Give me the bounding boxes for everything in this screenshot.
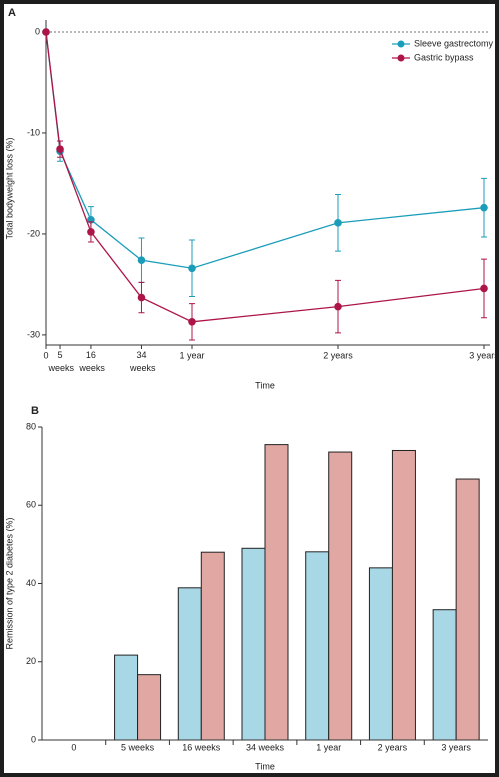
bar [200,551,225,741]
legend-marker [397,40,405,48]
x-tick-label: 3 years [441,742,471,752]
data-point [56,145,64,153]
legend-marker [397,54,405,62]
bar [432,609,457,741]
bar [455,478,480,741]
x-tick-label: 3 years [469,350,499,360]
bar [391,449,416,741]
data-point [480,284,488,293]
bar [177,587,202,741]
y-tick-label: -30 [27,329,40,339]
panel-label: B [31,405,39,417]
data-point [480,203,488,212]
y-tick-label: -20 [27,228,40,238]
x-tick-label: 5 weeks [121,742,155,752]
y-axis-label: Total bodyweight loss (%) [4,137,14,239]
x-tick-label: 1 year [316,742,341,752]
bar [241,547,266,741]
x-tick-label: 16 weeks [77,350,106,373]
data-point [188,264,196,273]
y-tick-label: 20 [26,656,36,666]
data-point [42,28,50,36]
x-tick-label: 34 weeks [127,350,156,373]
x-tick-label: 1 year [179,350,204,360]
bar [328,451,353,741]
x-tick-label: 2 years [323,350,353,360]
x-tick-label: 2 years [378,742,408,752]
y-axis-label: Remission of type 2 diabetes (%) [4,517,14,649]
y-tick-label: 60 [26,500,36,510]
data-point [137,293,146,302]
data-point [334,219,342,227]
data-point [188,317,196,326]
data-point [137,256,146,264]
x-tick-label: 0 [43,350,48,360]
data-point [87,228,95,236]
x-tick-label: 16 weeks [182,742,221,752]
data-point [334,302,342,311]
panel-label: A [8,7,16,19]
y-tick-label: -10 [27,127,40,137]
bar [368,567,393,741]
x-axis-label: Time [255,761,275,771]
x-axis-label: Time [255,380,275,390]
y-tick-label: 0 [31,734,36,744]
y-tick-label: 0 [35,26,40,36]
x-tick-label: 0 [71,742,76,752]
bar [305,551,330,741]
x-tick-label: 34 weeks [246,742,285,752]
legend-label: Sleeve gastrectomy [414,38,494,48]
y-tick-label: 80 [26,421,36,431]
x-tick-label: 5 weeks [46,350,75,373]
bar [137,674,162,741]
legend-label: Gastric bypass [414,52,474,62]
y-tick-label: 40 [26,578,36,588]
bar [114,654,139,741]
bar [264,444,289,741]
